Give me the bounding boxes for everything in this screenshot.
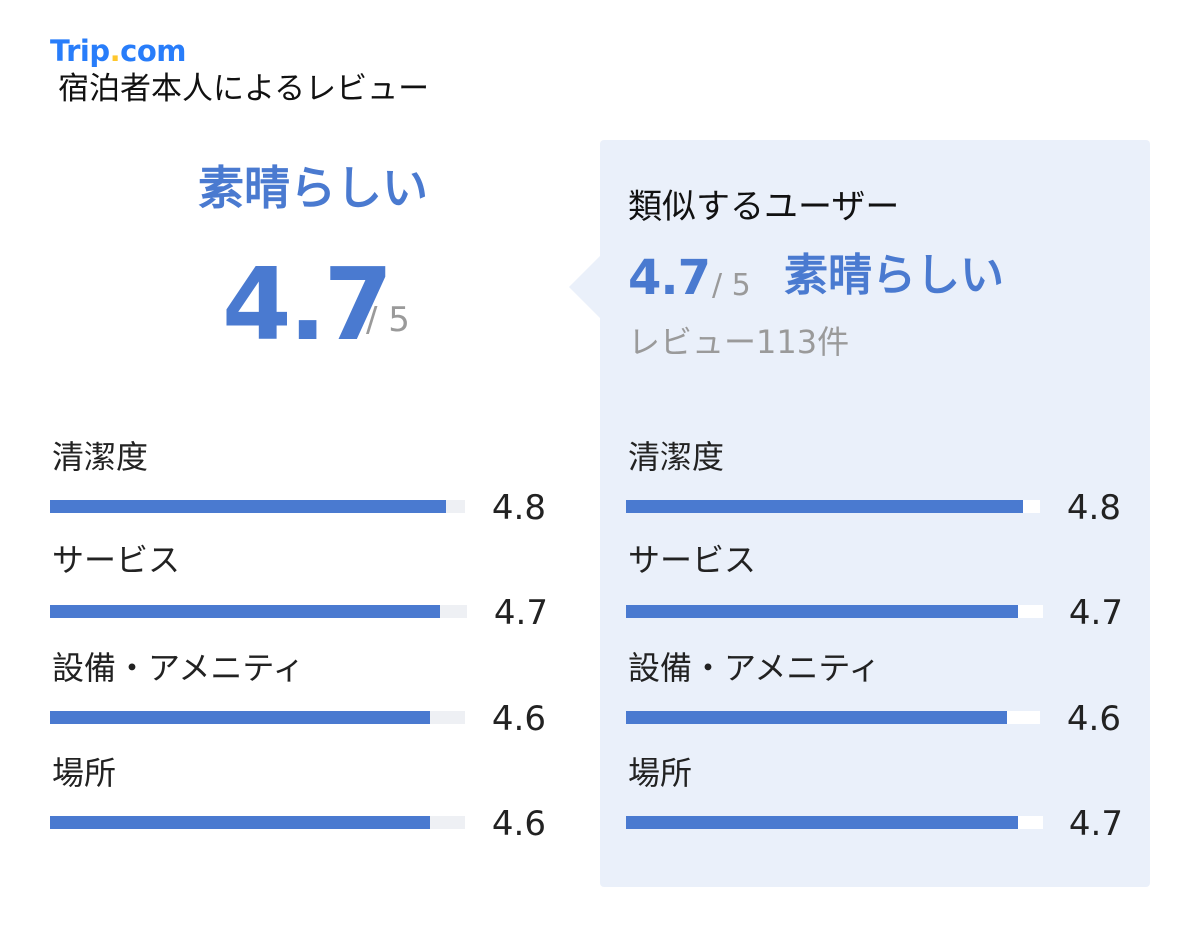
category-label: 設備・アメニティ — [628, 649, 881, 687]
category-label: 清潔度 — [628, 438, 725, 476]
category-value: 4.7 — [1068, 593, 1123, 633]
category-bar-track — [50, 711, 465, 724]
category-label: 清潔度 — [52, 438, 149, 476]
category-label: 場所 — [628, 754, 693, 792]
category-bar-track — [50, 605, 467, 618]
category-value: 4.8 — [491, 488, 546, 528]
category-bar-fill — [626, 500, 1024, 513]
similar-users-review-count: レビュー113件 — [628, 323, 850, 361]
category-label: サービス — [52, 541, 181, 579]
category-bar-fill — [50, 500, 447, 513]
category-bar-track — [626, 605, 1043, 618]
similar-users-out-of: / 5 — [712, 268, 751, 303]
category-label: サービス — [628, 541, 757, 579]
category-bar-track — [50, 500, 465, 513]
category-value: 4.6 — [1066, 699, 1121, 739]
category-label: 設備・アメニティ — [52, 649, 305, 687]
category-bar-track — [626, 816, 1043, 829]
overall-rating-label: 素晴らしい — [198, 161, 428, 215]
similar-users-panel — [600, 140, 1150, 887]
category-label: 場所 — [52, 754, 117, 792]
category-bar-fill — [626, 711, 1007, 724]
category-bar-fill — [50, 711, 430, 724]
category-value: 4.8 — [1066, 488, 1121, 528]
category-bar-track — [626, 500, 1040, 513]
category-bar-fill — [626, 605, 1018, 618]
category-value: 4.7 — [493, 593, 548, 633]
category-value: 4.6 — [491, 699, 546, 739]
overall-score-out-of: / 5 — [366, 300, 410, 340]
category-bar-fill — [50, 816, 430, 829]
category-bar-fill — [50, 605, 440, 618]
similar-users-score: 4.7 — [628, 250, 711, 306]
category-bar-track — [626, 711, 1040, 724]
overall-score: 4.7 — [222, 246, 393, 363]
page-subtitle: 宿泊者本人によるレビュー — [58, 71, 430, 107]
similar-users-title: 類似するユーザー — [628, 187, 900, 227]
category-value: 4.6 — [491, 804, 546, 844]
similar-users-rating-label: 素晴らしい — [784, 250, 1004, 301]
category-value: 4.7 — [1068, 804, 1123, 844]
panel-pointer-arrow — [569, 255, 601, 319]
category-bar-track — [50, 816, 465, 829]
category-bar-fill — [626, 816, 1018, 829]
trip-com-logo: Trip.com — [50, 34, 186, 68]
